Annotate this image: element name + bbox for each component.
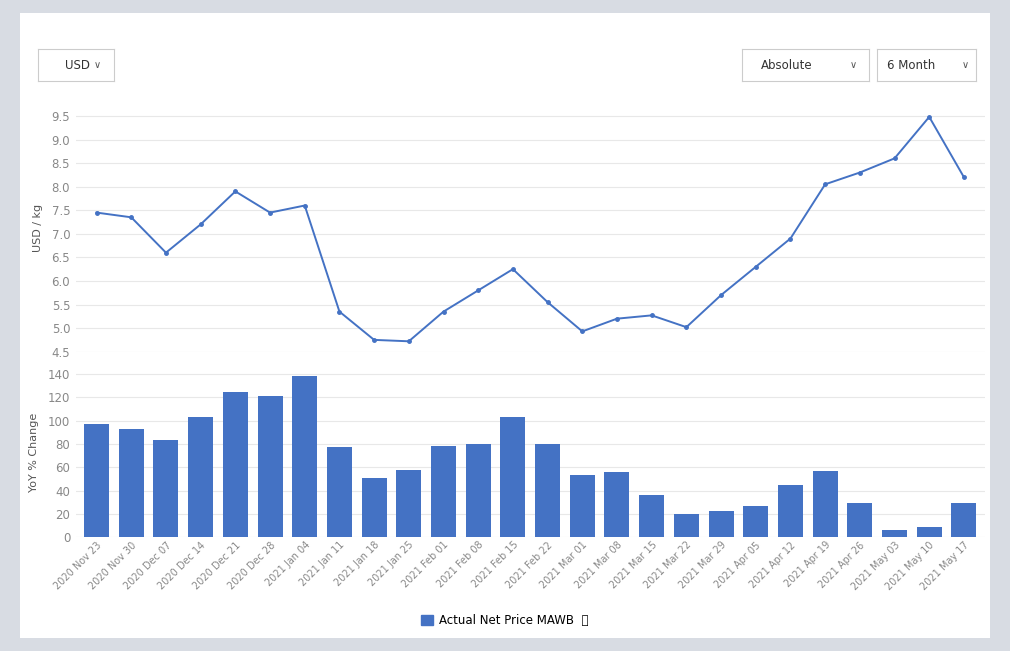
Text: USD: USD [65,59,90,72]
Bar [431,447,456,537]
Bar [847,503,873,537]
Text: ∨: ∨ [94,60,101,70]
Bar [292,376,317,537]
Text: ∨: ∨ [849,60,857,70]
Bar [674,514,699,537]
Bar [778,485,803,537]
Bar [605,472,629,537]
Bar [570,475,595,537]
Bar [154,441,179,537]
Bar [327,447,351,537]
Bar [500,417,525,537]
Text: 6 Month: 6 Month [887,59,935,72]
Text: ∨: ∨ [963,60,970,70]
Bar [84,424,109,537]
Bar [639,495,665,537]
Bar [535,444,561,537]
Bar [258,396,283,537]
Bar [743,506,769,537]
Bar [882,530,907,537]
Bar [709,512,733,537]
Bar [813,471,837,537]
Bar [362,478,387,537]
Y-axis label: YoY % Change: YoY % Change [29,413,39,492]
Legend: Actual Net Price MAWB  ⓘ: Actual Net Price MAWB ⓘ [417,609,593,632]
Bar [396,469,421,537]
Bar [951,503,977,537]
Y-axis label: USD / kg: USD / kg [33,204,43,252]
Bar [119,429,143,537]
Bar [466,444,491,537]
Bar [917,527,941,537]
Bar [188,417,213,537]
Text: Absolute: Absolute [762,59,813,72]
Bar [223,392,247,537]
